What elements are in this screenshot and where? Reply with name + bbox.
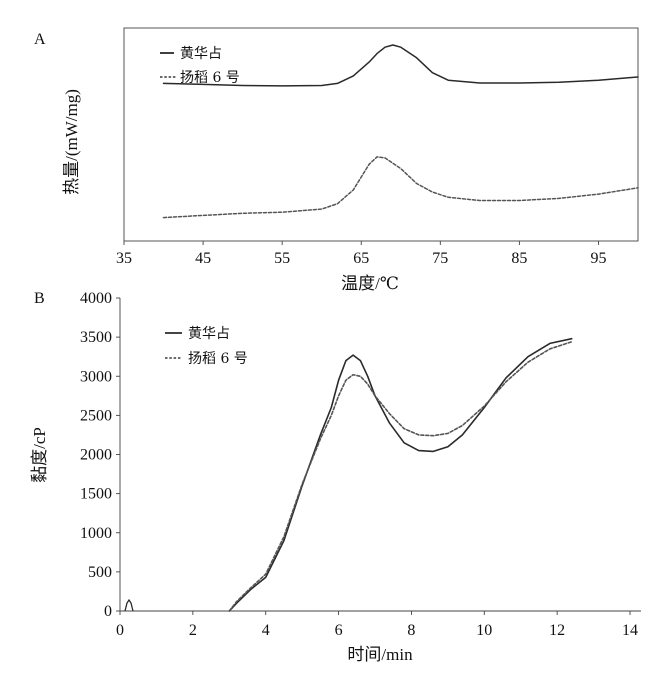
panel-a-x-tick-label: 35 <box>116 250 132 267</box>
panel-a-y-axis-title: 热量/(mW/mg) <box>62 89 81 195</box>
panel-b-y-tick-label: 2000 <box>80 447 112 464</box>
panel-a-x-tick-label: 65 <box>353 250 369 267</box>
panel-a: A 35 45 55 65 75 85 95 温度/℃ 热量/(mW/mg) 黄华占 扬稻 … <box>34 27 639 293</box>
panel-b-x-tick-label: 12 <box>549 622 565 639</box>
panel-a-series-line-2 <box>162 156 639 219</box>
panel-b-series-line-1 <box>228 337 573 612</box>
panel-b-x-tick-label: 10 <box>476 622 492 639</box>
panel-b-x-tick-label: 0 <box>116 622 124 639</box>
panel-b-startup-artifact <box>124 598 134 612</box>
panel-a-x-tick-label: 85 <box>511 250 527 267</box>
panel-b-x-tick-label: 4 <box>262 622 270 639</box>
panel-a-series-layer <box>162 44 639 219</box>
panel-a-legend-label-2: 扬稻 6 号 <box>180 70 240 86</box>
panel-a-x-tick-label: 55 <box>274 250 290 267</box>
panel-a-legend-label-1: 黄华占 <box>180 45 222 62</box>
panel-a-x-axis-ticks: 35 45 55 65 75 85 95 <box>116 241 606 267</box>
panel-b-y-tick-label: 2500 <box>80 407 112 424</box>
panel-a-plot-frame <box>123 27 639 242</box>
panel-a-x-tick-label: 75 <box>432 250 448 267</box>
panel-b-x-tick-label: 8 <box>407 622 415 639</box>
panel-b-legend: 黄华占 扬稻 6 号 <box>165 325 248 367</box>
panel-b-series-line-2 <box>228 341 573 612</box>
panel-b-x-axis-ticks: 0 2 4 6 8 10 12 14 <box>116 611 638 639</box>
panel-b-y-tick-label: 0 <box>104 603 112 620</box>
panel-b-y-tick-label: 3500 <box>80 329 112 346</box>
panel-b-y-axis-ticks: 0 500 1000 1500 2000 2500 3000 3500 4000 <box>80 290 120 620</box>
panel-a-legend: 黄华占 扬稻 6 号 <box>160 45 240 86</box>
panel-b-y-tick-label: 4000 <box>80 290 112 307</box>
panel-b-y-tick-label: 1000 <box>80 525 112 542</box>
panel-a-x-tick-label: 45 <box>195 250 211 267</box>
panel-b-y-tick-label: 1500 <box>80 486 112 503</box>
panel-a-x-tick-label: 95 <box>590 250 606 267</box>
panel-b-y-tick-label: 500 <box>88 564 112 581</box>
panel-b-legend-label-2: 扬稻 6 号 <box>188 351 248 367</box>
panel-a-x-axis-title: 温度/℃ <box>341 274 399 293</box>
panel-b-y-tick-label: 3000 <box>80 368 112 385</box>
panel-b-x-tick-label: 14 <box>622 622 638 639</box>
panel-b-series-layer <box>228 337 573 612</box>
panel-b: B 0 2 4 6 8 10 12 14 0 500 1000 1500 2000 2500 3000 35… <box>30 290 641 664</box>
panel-b-x-axis-title: 时间/min <box>347 645 413 664</box>
panel-b-legend-label-1: 黄华占 <box>188 325 230 342</box>
panel-b-y-axis-title: 黏度/cP <box>30 427 49 483</box>
panel-b-x-tick-label: 2 <box>189 622 197 639</box>
panel-b-x-tick-label: 6 <box>335 622 343 639</box>
panel-a-label: A <box>34 31 46 48</box>
panel-b-label: B <box>34 290 45 307</box>
panel-a-series-line-1 <box>162 44 639 87</box>
